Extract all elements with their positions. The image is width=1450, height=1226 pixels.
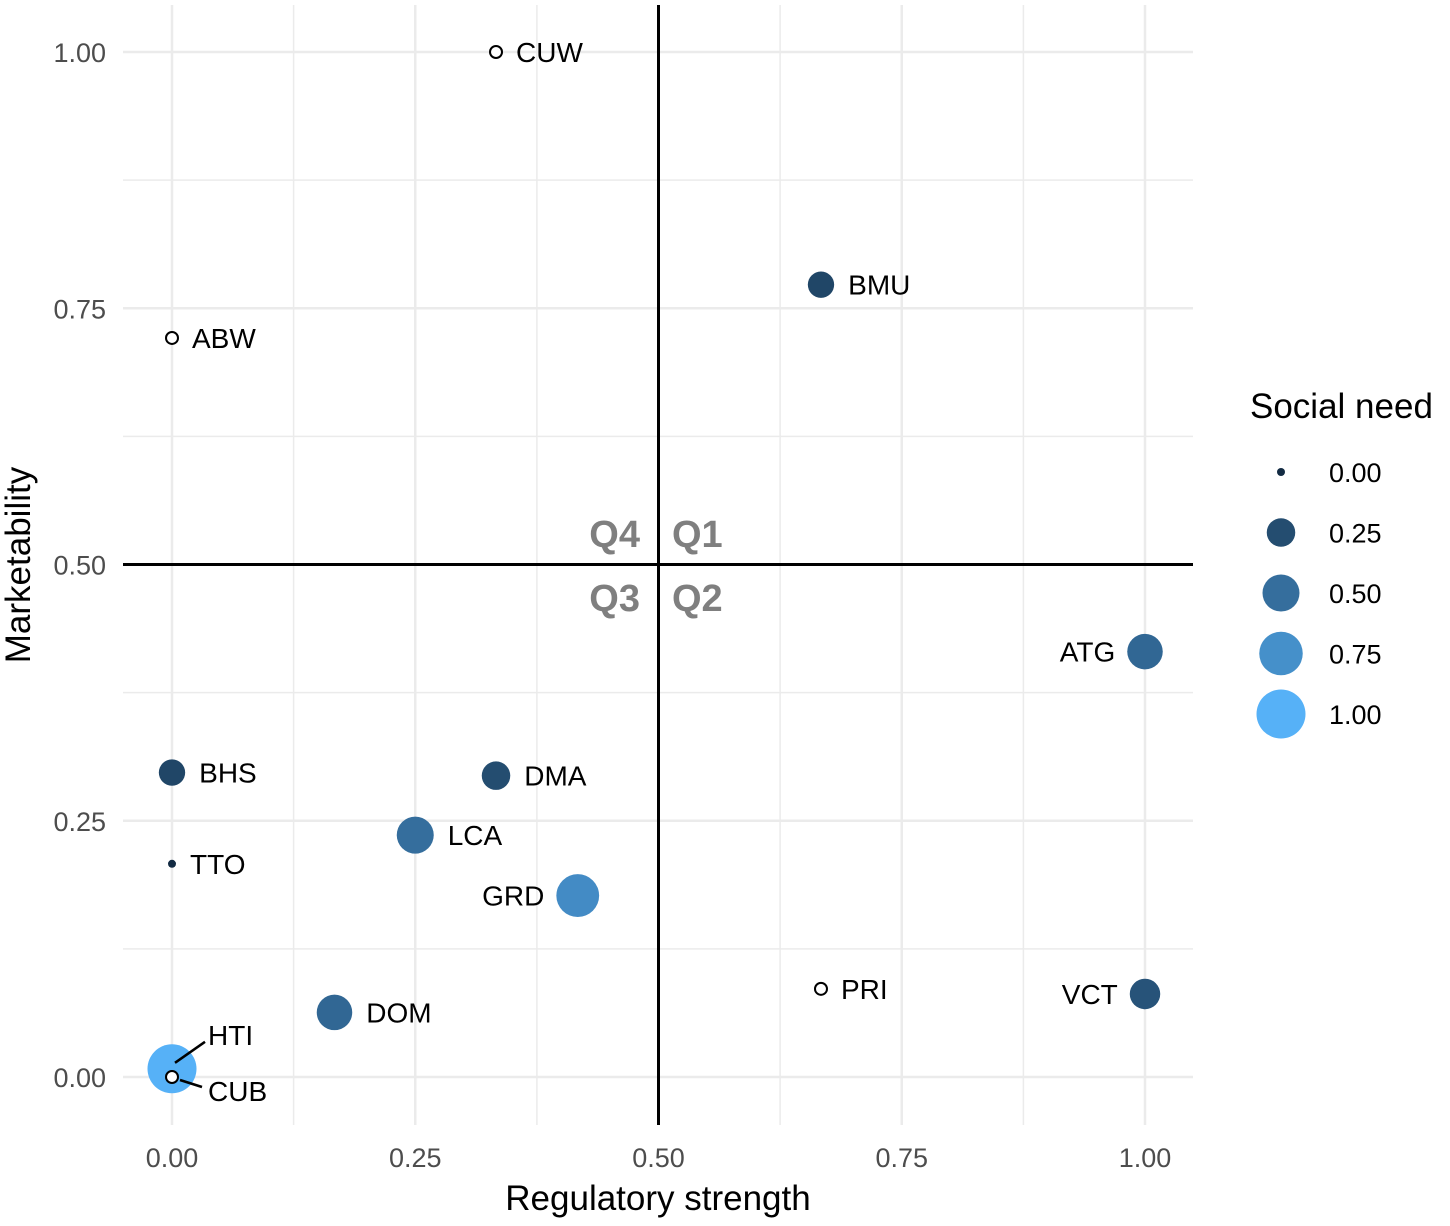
y-axis-label: Marketability	[0, 466, 38, 663]
point-label: ABW	[192, 323, 256, 354]
legend-label: 0.00	[1329, 458, 1382, 488]
point-dma	[481, 761, 511, 790]
legend-label: 1.00	[1329, 700, 1382, 730]
point-grd	[556, 874, 600, 917]
y-tick-label: 0.75	[53, 294, 106, 324]
legend-key	[1256, 689, 1306, 739]
point-label: BMU	[848, 270, 910, 301]
y-tick-label: 1.00	[53, 38, 106, 68]
legend-label: 0.50	[1329, 579, 1382, 609]
x-tick-label: 1.00	[1119, 1143, 1172, 1173]
point-label: HTI	[208, 1020, 253, 1051]
point-cuw	[489, 45, 504, 59]
point-label: CUW	[516, 37, 583, 68]
point-label: PRI	[841, 974, 888, 1005]
point-abw	[165, 330, 179, 345]
point-lca	[396, 816, 434, 854]
quadrant-label-q2: Q2	[672, 578, 723, 620]
point-label: CUB	[208, 1076, 267, 1107]
legend-key	[1266, 518, 1296, 547]
y-tick-label: 0.50	[53, 551, 106, 581]
point-pri	[813, 981, 828, 996]
points: CUW BMU ABW ATG BHS DMA LCA TTO GRD PRI VCT DOM HTI C…	[147, 37, 1163, 1107]
y-tick-label: 0.00	[53, 1063, 106, 1093]
point-bmu	[807, 271, 835, 298]
y-tick-labels: 0.00 0.25 0.50 0.75 1.00	[53, 38, 106, 1093]
x-tick-label: 0.75	[875, 1143, 928, 1173]
point-atg	[1127, 633, 1163, 670]
point-dom	[316, 994, 353, 1031]
quadrant-label-q4: Q4	[589, 514, 640, 556]
point-label: DOM	[366, 997, 431, 1028]
x-axis-label: Regulatory strength	[505, 1179, 810, 1218]
point-label: VCT	[1062, 979, 1118, 1010]
x-tick-label: 0.00	[146, 1143, 199, 1173]
legend-key	[1277, 468, 1285, 476]
point-label: ATG	[1060, 637, 1115, 668]
legend-label: 0.25	[1329, 519, 1382, 549]
legend-key	[1262, 574, 1300, 612]
leader-line	[174, 1040, 206, 1064]
quadrant-label-q1: Q1	[672, 514, 723, 556]
quadrant-labels: Q4 Q1 Q3 Q2	[589, 514, 722, 620]
x-tick-label: 0.25	[389, 1143, 442, 1173]
x-tick-labels: 0.00 0.25 0.50 0.75 1.00	[146, 1143, 1172, 1173]
point-bhs	[158, 759, 186, 786]
y-tick-label: 0.25	[53, 807, 106, 837]
leader-line	[179, 1078, 203, 1089]
point-label: LCA	[448, 820, 503, 851]
point-vct	[1129, 978, 1161, 1010]
quadrant-label-q3: Q3	[589, 578, 640, 620]
legend-label: 0.75	[1329, 640, 1382, 670]
point-label: BHS	[199, 758, 257, 789]
legend-title: Social need	[1250, 387, 1433, 426]
legend: Social need 0.00 0.25 0.50 0.75 1.00	[1250, 387, 1433, 739]
x-tick-label: 0.50	[632, 1143, 685, 1173]
point-cub	[165, 1070, 179, 1084]
point-label: GRD	[482, 881, 544, 912]
legend-key	[1259, 631, 1303, 676]
point-label: DMA	[524, 761, 587, 792]
point-label: TTO	[190, 849, 245, 880]
point-tto	[168, 859, 176, 868]
reference-lines	[123, 5, 1193, 1125]
